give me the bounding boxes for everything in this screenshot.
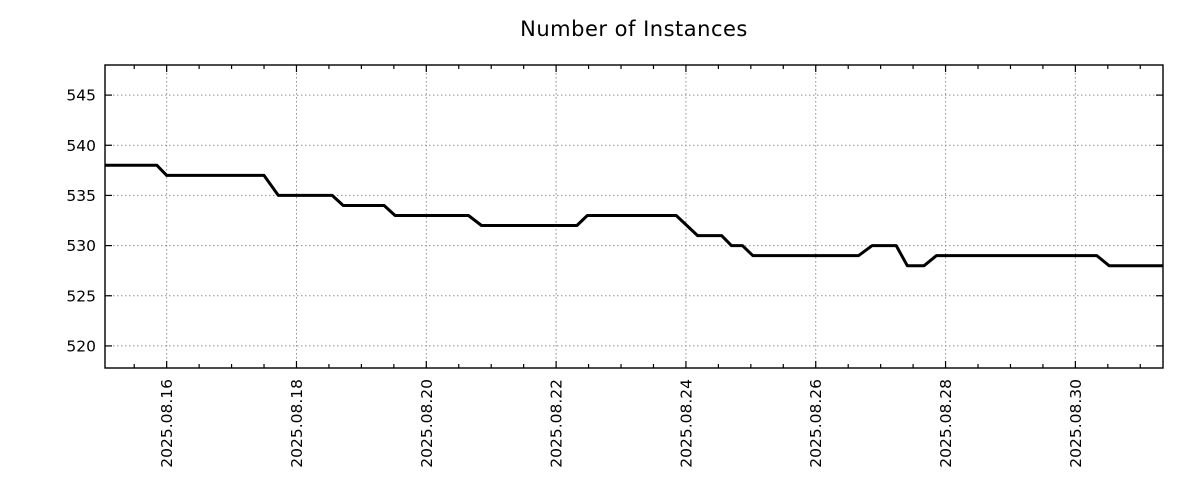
y-tick-label: 520 bbox=[66, 337, 96, 355]
chart-title: Number of Instances bbox=[520, 17, 748, 41]
series-line bbox=[105, 163, 1163, 268]
plot-border bbox=[104, 64, 1164, 369]
x-tick-label: 2025.08.20 bbox=[418, 379, 436, 468]
y-tick-label: 540 bbox=[66, 137, 96, 155]
border-layer bbox=[104, 64, 1164, 369]
y-tick-label: 530 bbox=[66, 237, 96, 255]
x-tick-label: 2025.08.28 bbox=[937, 379, 955, 468]
y-tick-label: 525 bbox=[66, 287, 96, 305]
x-tick-label: 2025.08.18 bbox=[288, 379, 306, 468]
y-tick-label: 545 bbox=[66, 87, 96, 105]
x-tick-labels: 2025.08.16 2025.08.18 2025.08.20 2025.08.22… bbox=[158, 379, 1085, 468]
x-tick-label: 2025.08.16 bbox=[158, 379, 176, 468]
x-tick-label: 2025.08.26 bbox=[807, 379, 825, 468]
grid-layer bbox=[105, 65, 1163, 368]
y-tick-labels: 520 525 530 535 540 545 bbox=[66, 87, 96, 356]
y-tick-label: 535 bbox=[66, 187, 96, 205]
x-tick-label: 2025.08.24 bbox=[677, 379, 695, 468]
x-tick-label: 2025.08.30 bbox=[1067, 379, 1085, 468]
series-layer bbox=[105, 163, 1163, 268]
x-tick-label: 2025.08.22 bbox=[548, 379, 566, 468]
